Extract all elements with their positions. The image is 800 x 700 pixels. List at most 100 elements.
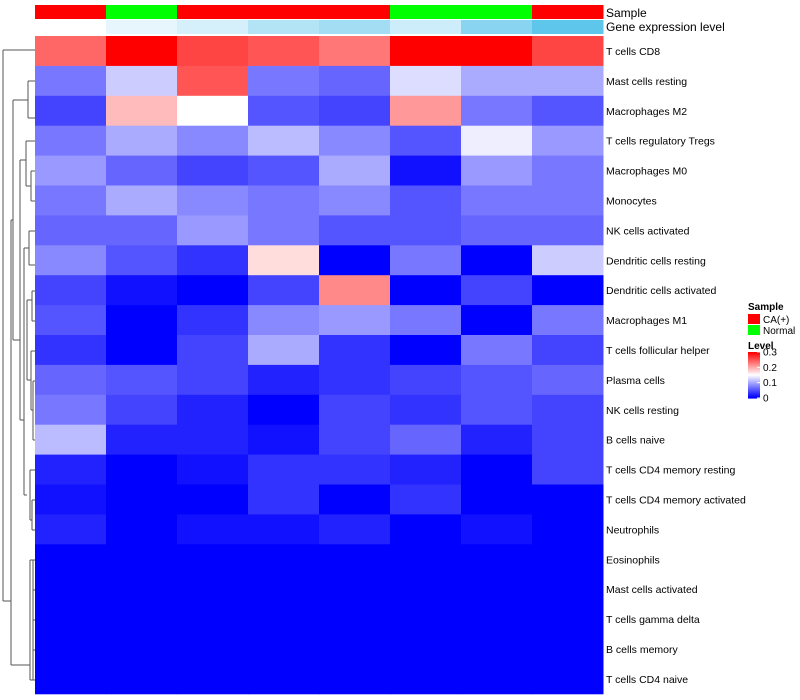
heatmap-cell [106,305,178,336]
heatmap-cell [106,544,178,575]
gene-level-annotation-cell [390,20,462,34]
heatmap-cell [35,454,107,485]
heatmap-cell [319,65,391,97]
heatmap-cell [532,604,604,635]
heatmap-cell [390,155,462,186]
gene-level-annotation-cell [35,20,107,34]
heatmap-cell [390,634,462,665]
heatmap-cell [319,364,391,396]
heatmap-cell [390,275,462,306]
sample-annotation-cell [461,5,533,19]
legend-level-title: Level [748,341,774,352]
colorbar-segment [748,381,760,383]
heatmap-cell [106,604,178,635]
heatmap-cell [106,125,178,157]
heatmap-cell [532,364,604,396]
colorbar-segment [748,376,760,378]
colorbar-segment [748,392,760,394]
heatmap-cell [248,454,320,485]
heatmap-cell [35,275,107,306]
colorbar-segment [748,353,760,355]
heatmap-cell [461,95,533,127]
gene-level-annotation-cell [319,20,391,34]
colorbar-segment [748,382,760,384]
heatmap-cell [106,634,178,665]
heatmap-cell [35,125,107,157]
colorbar-tick-label: 0.3 [763,348,777,359]
heatmap-cell [35,95,107,127]
heatmap-cell [248,65,320,97]
gene-level-annotation-cell [532,20,604,34]
heatmap-cell [106,275,178,306]
colorbar-segment [748,354,760,356]
heatmap-cell [248,544,320,575]
heatmap-cell [532,125,604,157]
level-colorbar-ticks: 0.3 0.2 0.1 0 [757,348,777,405]
heatmap-cell [532,155,604,186]
heatmap-cell [390,454,462,485]
heatmap-cell [390,335,462,366]
colorbar-segment [748,368,760,370]
heatmap-cell [461,484,533,515]
heatmap-cell [177,95,249,127]
colorbar-segment [748,377,760,379]
heatmap-cell [177,215,249,246]
heatmap-cell [319,574,391,605]
heatmap-cell [248,634,320,665]
heatmap-cell [177,484,249,515]
colorbar-segment [748,387,760,389]
heatmap-cell [390,245,462,276]
colorbar-segment [748,374,760,376]
heatmap-cell [390,36,462,67]
heatmap-cell [532,634,604,665]
heatmap-cell [319,394,391,426]
heatmap-cell [248,125,320,157]
heatmap-cell [319,155,391,186]
heatmap-cell [461,155,533,186]
heatmap-cell [177,604,249,635]
heatmap-cell [106,245,178,276]
sample-annotation-cell [35,5,107,19]
heatmap-cell [461,394,533,426]
heatmap-cell [106,364,178,396]
heatmap-cell [106,454,178,485]
heatmap-cell [248,364,320,396]
heatmap-cell [461,364,533,396]
heatmap-cell [248,275,320,306]
heatmap-cell [461,185,533,216]
heatmap-cell [177,65,249,97]
colorbar-segment [748,397,760,399]
heatmap-cell [106,574,178,605]
row-label: Macrophages M2 [606,106,687,118]
heatmap-cell [319,424,391,456]
heatmap-cell [35,305,107,336]
heatmap-cell [177,514,249,545]
heatmap-cell [461,335,533,366]
heatmap-cell [532,95,604,127]
heatmap-cell [532,663,604,695]
row-label: Plasma cells [606,375,665,387]
heatmap-cell [177,305,249,336]
heatmap-cell [532,275,604,306]
colorbar-segment [748,352,760,354]
row-label: T cells CD8 [606,46,660,58]
heatmap-cell [532,394,604,426]
heatmap-cell [532,514,604,545]
heatmap-cell [248,185,320,216]
row-label: B cells memory [606,644,679,656]
colorbar-segment [748,380,760,382]
heatmap-cell [177,364,249,396]
heatmap-cell [248,424,320,456]
heatmap-cell [390,424,462,456]
annotation-label-sample: Sample [606,6,647,20]
heatmap-cell [248,305,320,336]
colorbar-segment [748,370,760,372]
colorbar-tick-label: 0.2 [763,363,777,374]
heatmap-cell [35,36,107,67]
heatmap-cell [35,424,107,456]
heatmap-cell [319,275,391,306]
heatmap-cell [35,155,107,186]
heatmap-cell [319,305,391,336]
row-label: Mast cells activated [606,584,698,596]
heatmap-cell [319,125,391,157]
